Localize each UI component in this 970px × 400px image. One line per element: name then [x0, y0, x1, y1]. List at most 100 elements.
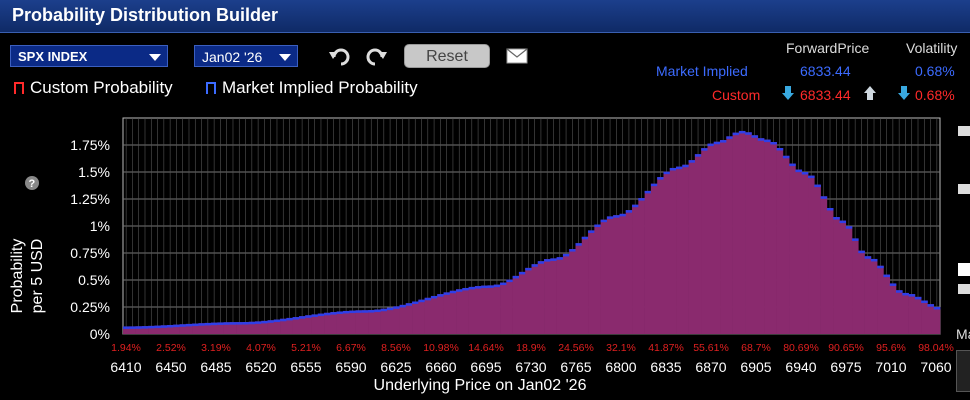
arrow-down-icon[interactable] [898, 86, 910, 100]
side-toggle[interactable] [958, 184, 970, 194]
bar-cap [236, 322, 243, 325]
x-tick-label: 6765 [560, 359, 591, 375]
bar [581, 236, 589, 334]
probability-chart[interactable]: 0% 0.25% 0.5% 0.75% 1% 1.25% 1.5% 1.75% 6410 645… [0, 110, 970, 400]
bar-cap [694, 154, 702, 157]
x-tick-label: 6660 [425, 359, 456, 375]
chevron-down-icon [279, 54, 291, 61]
bar [814, 184, 821, 334]
bar-cap [833, 217, 840, 220]
side-button[interactable] [956, 350, 970, 392]
bar [588, 230, 595, 334]
bar-cap [512, 275, 520, 279]
bar [462, 287, 469, 334]
bar-cap [537, 261, 545, 264]
bar [770, 142, 777, 334]
bar-cap [437, 294, 444, 297]
bar-cap [518, 271, 526, 275]
bar [236, 322, 243, 334]
undo-icon[interactable] [328, 45, 352, 67]
bar-cap [173, 324, 180, 328]
bar-cap [726, 136, 733, 139]
bar-cap [644, 190, 652, 194]
bar [481, 285, 488, 334]
bar-cap [166, 324, 174, 328]
bar-cap [198, 323, 205, 326]
redo-icon[interactable] [364, 45, 388, 67]
bar-cap [688, 160, 696, 163]
bar-cap [858, 250, 865, 254]
bar-cap [581, 236, 589, 240]
bar-cap [826, 208, 834, 211]
bar [688, 160, 696, 334]
expiry-value: Jan02 '26 [202, 49, 263, 65]
expiry-dropdown[interactable]: Jan02 '26 [194, 45, 298, 67]
bar-cap [305, 315, 312, 318]
bar [443, 292, 451, 334]
bar [405, 303, 413, 334]
y-tick-label: 1% [90, 218, 110, 234]
bar-cap [160, 325, 168, 328]
side-toggle[interactable] [958, 263, 970, 276]
bar-cap [820, 196, 828, 199]
bar-cap [380, 308, 388, 312]
bar-cap [374, 309, 381, 313]
bar [650, 183, 658, 334]
bar-cap [468, 286, 476, 290]
bar [694, 154, 702, 334]
bar-cap [544, 259, 551, 262]
symbol-dropdown[interactable]: SPX INDEX [10, 45, 168, 67]
legend-custom-label: Custom Probability [30, 78, 173, 97]
arrow-up-icon[interactable] [864, 86, 876, 100]
bar-cap [870, 258, 878, 262]
bar [217, 322, 224, 334]
bar-cap [619, 213, 627, 217]
side-toggle[interactable] [958, 126, 970, 136]
bar-cap [569, 249, 576, 252]
bar-cap [896, 290, 903, 293]
bar [644, 190, 652, 334]
bar-cap [242, 322, 249, 325]
bar-cap [280, 318, 287, 322]
y-tick-label: 0.5% [78, 272, 110, 288]
bar-cap [355, 310, 363, 313]
bar [154, 325, 162, 334]
bar-cap [625, 210, 633, 213]
bar [889, 283, 897, 334]
bar-cap [575, 243, 583, 246]
bar [808, 175, 815, 334]
bar-cap [286, 317, 293, 321]
bar [801, 172, 809, 334]
bar-cap [556, 257, 564, 260]
x-tick-label: 7010 [875, 359, 906, 375]
cumulative-label: 4.07% [246, 342, 276, 354]
bar [449, 290, 457, 334]
arrow-down-icon[interactable] [782, 86, 794, 100]
reset-button[interactable]: Reset [404, 44, 490, 68]
cumulative-label: 18.9% [516, 342, 546, 354]
bar [657, 177, 664, 334]
bar [355, 310, 363, 334]
bar-cap [368, 310, 375, 313]
bar-cap [588, 230, 595, 233]
side-toggle[interactable] [958, 284, 970, 294]
bar-cap [254, 321, 262, 324]
bar-cap [669, 167, 677, 171]
bar [619, 213, 627, 334]
bar-cap [474, 286, 482, 289]
cumulative-label: 32.1% [606, 342, 636, 354]
x-tick-label: 6450 [155, 359, 186, 375]
bar [437, 294, 444, 334]
bar [506, 279, 513, 334]
bar-cap [776, 148, 784, 151]
help-icon[interactable]: ? [25, 176, 39, 190]
bar [663, 171, 671, 334]
bar-cap [720, 140, 727, 143]
y-axis-ticks: 0% 0.25% 0.5% 0.75% 1% 1.25% 1.5% 1.75% [70, 137, 110, 342]
mail-icon[interactable] [506, 48, 528, 64]
bar-cap [361, 310, 369, 313]
bar-cap [123, 326, 130, 329]
bar-cap [801, 172, 809, 175]
bar-cap [600, 219, 608, 223]
x-tick-label: 7060 [920, 359, 951, 375]
